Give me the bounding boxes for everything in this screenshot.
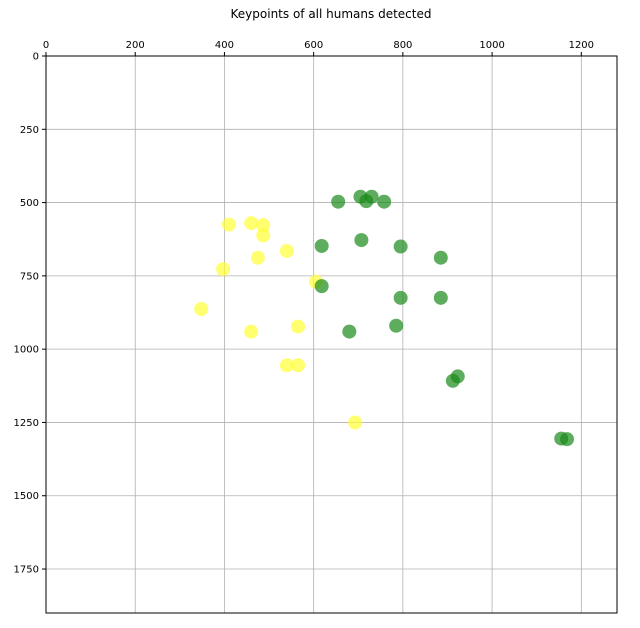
data-point (194, 301, 209, 316)
y-tick-label: 250 (20, 125, 39, 136)
y-tick-label: 750 (20, 271, 39, 282)
x-tick-label: 1200 (569, 40, 594, 51)
data-point (216, 262, 231, 277)
data-point (433, 290, 448, 305)
y-tick-label: 1000 (14, 345, 39, 356)
data-point (393, 239, 408, 254)
x-tick-label: 600 (304, 40, 323, 51)
data-point (331, 194, 346, 209)
data-point (348, 415, 363, 430)
y-tick-label: 500 (20, 198, 39, 209)
axis-ticks: 0 200 400 600 800 1000 1200 0 250 500 750 1000 1250 1… (14, 40, 594, 576)
x-tick-label: 400 (215, 40, 234, 51)
data-point (256, 228, 271, 243)
y-tick-label: 0 (33, 52, 39, 63)
data-point (250, 250, 265, 265)
data-point (354, 233, 369, 248)
data-point (244, 216, 259, 231)
y-tick-label: 1750 (14, 565, 39, 576)
data-point (291, 358, 306, 373)
data-point (342, 324, 357, 339)
data-point (377, 194, 392, 209)
data-point (221, 217, 236, 232)
data-points (194, 189, 575, 447)
data-point (244, 324, 259, 339)
data-point (291, 319, 306, 334)
y-tick-label: 1500 (14, 491, 39, 502)
data-point (314, 279, 329, 294)
data-point (256, 218, 271, 233)
data-point (389, 318, 404, 333)
data-point (314, 238, 329, 253)
data-point (433, 250, 448, 265)
data-point (279, 358, 294, 373)
data-point (364, 189, 379, 204)
y-tick-label: 1250 (14, 418, 39, 429)
data-point (279, 243, 294, 258)
data-point (450, 369, 465, 384)
chart-title: Keypoints of all humans detected (231, 7, 432, 21)
plot-frame (45, 55, 618, 614)
x-tick-label: 800 (393, 40, 412, 51)
x-tick-label: 1000 (479, 40, 504, 51)
data-point (393, 290, 408, 305)
grid-lines (45, 56, 617, 613)
data-point (560, 432, 575, 447)
x-tick-label: 200 (126, 40, 145, 51)
x-tick-label: 0 (43, 40, 49, 51)
